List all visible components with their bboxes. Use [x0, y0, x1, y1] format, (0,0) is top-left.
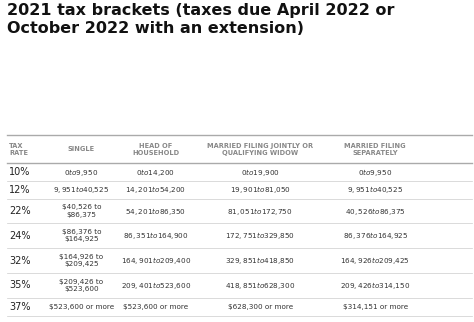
- Text: 12%: 12%: [9, 185, 30, 195]
- Text: 32%: 32%: [9, 256, 30, 266]
- Text: $523,600 or more: $523,600 or more: [123, 304, 188, 310]
- Text: $0 to $9,950: $0 to $9,950: [358, 166, 392, 178]
- Text: $14,201 to $54,200: $14,201 to $54,200: [125, 184, 186, 195]
- Text: $9,951 to $40,525: $9,951 to $40,525: [54, 184, 109, 195]
- Text: $40,526 to $86,375: $40,526 to $86,375: [345, 205, 406, 217]
- Text: $9,951 to $40,525: $9,951 to $40,525: [347, 184, 403, 195]
- Text: 37%: 37%: [9, 302, 30, 312]
- Text: 22%: 22%: [9, 206, 31, 216]
- Text: $81,051 to $172,750: $81,051 to $172,750: [228, 205, 293, 217]
- Text: $86,376 to
$164,925: $86,376 to $164,925: [62, 229, 101, 242]
- Text: $40,526 to
$86,375: $40,526 to $86,375: [62, 204, 101, 218]
- Text: 24%: 24%: [9, 231, 30, 241]
- Text: $628,300 or more: $628,300 or more: [228, 304, 293, 310]
- Text: 2021 tax brackets (taxes due April 2022 or
October 2022 with an extension): 2021 tax brackets (taxes due April 2022 …: [7, 3, 395, 36]
- Text: $523,600 or more: $523,600 or more: [49, 304, 114, 310]
- Text: 10%: 10%: [9, 167, 30, 177]
- Text: $86,376 to $164,925: $86,376 to $164,925: [343, 230, 408, 242]
- Text: TAX
RATE: TAX RATE: [9, 143, 28, 156]
- Text: SINGLE: SINGLE: [68, 146, 95, 152]
- Text: $209,426 to $314,150: $209,426 to $314,150: [340, 280, 410, 291]
- Text: $0 to $9,950: $0 to $9,950: [64, 166, 99, 178]
- Text: $0 to $19,900: $0 to $19,900: [241, 166, 280, 178]
- Text: HEAD OF
HOUSEHOLD: HEAD OF HOUSEHOLD: [132, 143, 179, 156]
- Text: $314,151 or more: $314,151 or more: [343, 304, 408, 310]
- Text: $329,851 to $418,850: $329,851 to $418,850: [225, 255, 295, 266]
- Text: $54,201 to $86,350: $54,201 to $86,350: [125, 205, 186, 217]
- Text: MARRIED FILING
SEPARATELY: MARRIED FILING SEPARATELY: [345, 143, 406, 156]
- Text: MARRIED FILING JOINTLY OR
QUALIFYING WIDOW: MARRIED FILING JOINTLY OR QUALIFYING WID…: [207, 143, 313, 156]
- Text: $209,401 to $523,600: $209,401 to $523,600: [121, 280, 191, 291]
- Text: $0 to $14,200: $0 to $14,200: [137, 166, 175, 178]
- Text: $172,751 to $329,850: $172,751 to $329,850: [225, 230, 295, 242]
- Text: $164,926 to
$209,425: $164,926 to $209,425: [59, 254, 103, 267]
- Text: 35%: 35%: [9, 280, 30, 290]
- Text: $164,901 to $209,400: $164,901 to $209,400: [121, 255, 191, 266]
- Text: $418,851 to $628,300: $418,851 to $628,300: [225, 280, 295, 291]
- Text: $209,426 to
$523,600: $209,426 to $523,600: [59, 279, 103, 292]
- Text: $19,901 to $81,050: $19,901 to $81,050: [230, 184, 291, 195]
- Text: $86,351 to $164,900: $86,351 to $164,900: [123, 230, 189, 242]
- Text: $164,926 to $209,425: $164,926 to $209,425: [340, 255, 410, 266]
